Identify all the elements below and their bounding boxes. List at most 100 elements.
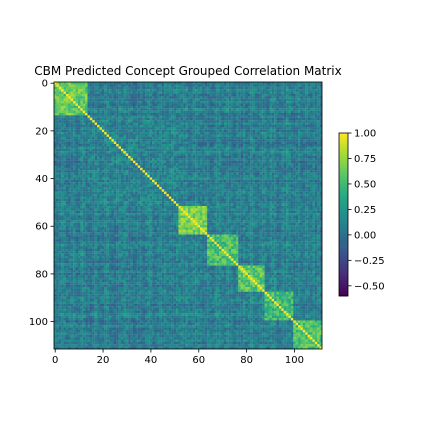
heatmap-cell <box>188 170 191 173</box>
heatmap-cell <box>61 160 64 164</box>
heatmap-cell <box>178 91 181 95</box>
heatmap-cell <box>154 167 158 171</box>
heatmap-cell <box>204 136 208 140</box>
heatmap-cell <box>109 110 112 114</box>
heatmap-cell <box>144 103 148 106</box>
heatmap-cell <box>231 127 234 130</box>
heatmap-cell <box>214 91 217 95</box>
heatmap-cell <box>140 165 143 168</box>
heatmap-cell <box>257 96 260 99</box>
heatmap-cell <box>132 186 136 190</box>
heatmap-cell <box>123 160 126 164</box>
heatmap-cell <box>216 177 220 180</box>
heatmap-cell <box>266 165 270 168</box>
heatmap-cell <box>319 163 323 166</box>
heatmap-cell <box>281 177 284 180</box>
heatmap-cell <box>176 112 179 116</box>
heatmap-cell <box>142 120 146 123</box>
heatmap-cell <box>147 136 150 140</box>
heatmap-cell <box>140 93 143 97</box>
heatmap-cell <box>219 155 222 159</box>
heatmap-cell <box>106 129 110 133</box>
heatmap-cell <box>257 103 260 106</box>
heatmap-cell <box>266 158 270 161</box>
heatmap-cell <box>123 153 126 157</box>
heatmap-cell <box>82 93 86 97</box>
heatmap-cell <box>283 98 287 102</box>
heatmap-cell <box>89 86 93 90</box>
heatmap-cell <box>65 184 69 188</box>
heatmap-cell <box>70 151 74 154</box>
heatmap-cell <box>317 151 320 154</box>
heatmap-cell <box>288 167 292 171</box>
heatmap-cell <box>307 86 311 90</box>
heatmap-cell <box>259 103 263 106</box>
heatmap-cell <box>159 160 162 164</box>
heatmap-cell <box>111 170 114 173</box>
heatmap-cell <box>111 127 114 130</box>
heatmap-cell <box>154 177 158 180</box>
heatmap-cell <box>142 174 146 178</box>
heatmap-cell <box>73 143 76 147</box>
heatmap-cell <box>283 182 287 185</box>
heatmap-cell <box>317 141 320 145</box>
heatmap-cell <box>92 91 95 95</box>
heatmap-cell <box>255 153 258 157</box>
heatmap-cell <box>75 117 79 121</box>
heatmap-cell <box>188 96 191 99</box>
heatmap-cell <box>125 182 129 185</box>
heatmap-cell <box>300 174 304 178</box>
heatmap-cell <box>307 174 311 178</box>
heatmap-cell <box>56 117 59 121</box>
heatmap-cell <box>92 139 95 142</box>
heatmap-cell <box>149 89 153 92</box>
heatmap-cell <box>271 127 275 130</box>
heatmap-cell <box>300 96 304 99</box>
heatmap-cell <box>130 86 134 90</box>
heatmap-cell <box>61 82 64 85</box>
heatmap-cell <box>109 174 112 178</box>
heatmap-cell <box>140 124 143 128</box>
heatmap-cell <box>295 139 299 142</box>
heatmap-cell <box>104 167 107 171</box>
heatmap-cell <box>132 105 136 109</box>
heatmap-cell <box>312 170 315 173</box>
heatmap-cell <box>305 177 308 180</box>
heatmap-cell <box>183 136 186 140</box>
heatmap-cell <box>223 96 227 99</box>
heatmap-cell <box>80 86 83 90</box>
heatmap-cell <box>305 127 308 130</box>
heatmap-cell <box>276 163 280 166</box>
heatmap-cell <box>211 170 215 173</box>
heatmap-cell <box>223 91 227 95</box>
heatmap-cell <box>154 143 158 147</box>
heatmap-cell <box>128 143 131 147</box>
heatmap-cell <box>113 184 117 188</box>
heatmap-cell <box>255 132 258 135</box>
heatmap-cell <box>252 110 256 114</box>
heatmap-cell <box>63 167 67 171</box>
heatmap-cell <box>118 120 122 123</box>
heatmap-cell <box>281 93 284 97</box>
heatmap-cell <box>192 96 196 99</box>
heatmap-cell <box>61 124 64 128</box>
heatmap-cell <box>128 124 131 128</box>
heatmap-cell <box>295 91 299 95</box>
heatmap-cell <box>56 143 59 147</box>
heatmap-cell <box>269 122 272 126</box>
heatmap-cell <box>259 174 263 178</box>
heatmap-cell <box>97 155 100 159</box>
heatmap-cell <box>54 120 57 123</box>
heatmap-cell <box>233 155 237 159</box>
heatmap-cell <box>113 146 117 149</box>
heatmap-cell <box>259 136 263 140</box>
heatmap-cell <box>226 153 229 157</box>
heatmap-cell <box>188 132 191 135</box>
heatmap-cell <box>68 186 71 190</box>
heatmap-cell <box>202 98 205 102</box>
heatmap-cell <box>106 141 110 145</box>
heatmap-cell <box>130 120 134 123</box>
heatmap-cell <box>298 141 301 145</box>
heatmap-cell <box>300 91 304 95</box>
heatmap-cell <box>176 165 179 168</box>
